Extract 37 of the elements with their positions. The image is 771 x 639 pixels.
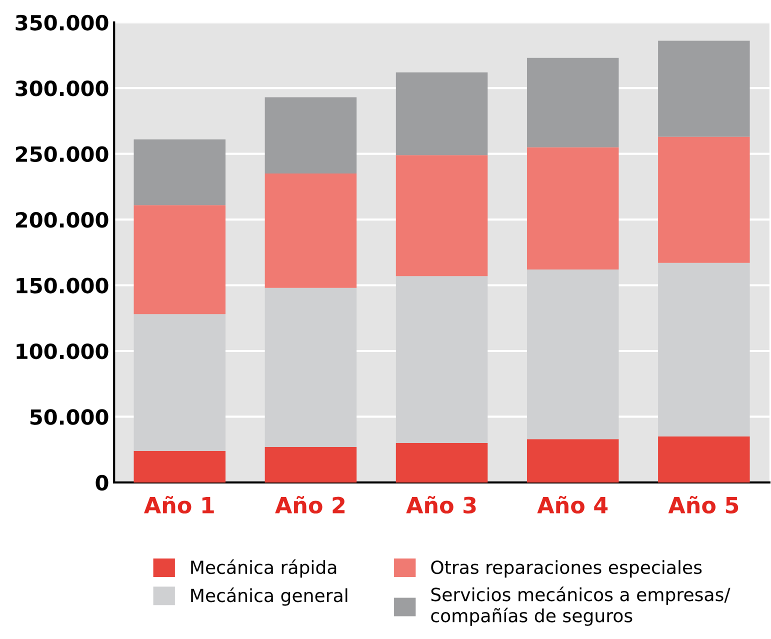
bar [658, 136, 750, 263]
y-tick-label: 300.000 [16, 80, 108, 96]
bar [396, 72, 488, 156]
y-tick-label: 0 [96, 474, 108, 491]
x-tick-label: Año 1 [144, 496, 214, 514]
legend-label: Mecánica general [191, 588, 348, 606]
bar [526, 58, 619, 148]
bar [134, 314, 226, 451]
legend-label: Mecánica rápida [191, 559, 336, 578]
bar [396, 276, 488, 444]
x-tick-label: Año 5 [668, 496, 738, 514]
y-tick-label: 150.000 [16, 278, 108, 294]
legend-label: Otras reparaciones especiales [431, 560, 702, 578]
bar [264, 97, 357, 174]
bar [526, 269, 619, 440]
legend-label: Servicios mecánicos a empresas/ compañías de seguros [431, 586, 730, 626]
bar [264, 174, 357, 288]
bar [526, 147, 619, 270]
bar [264, 446, 357, 482]
x-tick-label: Año 2 [275, 496, 345, 514]
bar [396, 155, 488, 276]
y-tick-label: 250.000 [16, 146, 108, 162]
bar [658, 436, 750, 482]
y-tick-label: 100.000 [16, 343, 108, 360]
x-tick-label: Año 3 [406, 496, 476, 514]
bar [134, 139, 226, 206]
bar [658, 40, 750, 137]
bar [264, 288, 357, 447]
y-tick-label: 200.000 [16, 212, 108, 228]
bar [658, 262, 750, 436]
bar [396, 443, 488, 482]
y-tick-label: 50.000 [30, 409, 108, 425]
bar [134, 450, 226, 482]
bar [526, 439, 619, 482]
x-tick-label: Año 4 [537, 496, 608, 514]
y-tick-label: 350.000 [16, 14, 108, 31]
bar [134, 205, 226, 314]
